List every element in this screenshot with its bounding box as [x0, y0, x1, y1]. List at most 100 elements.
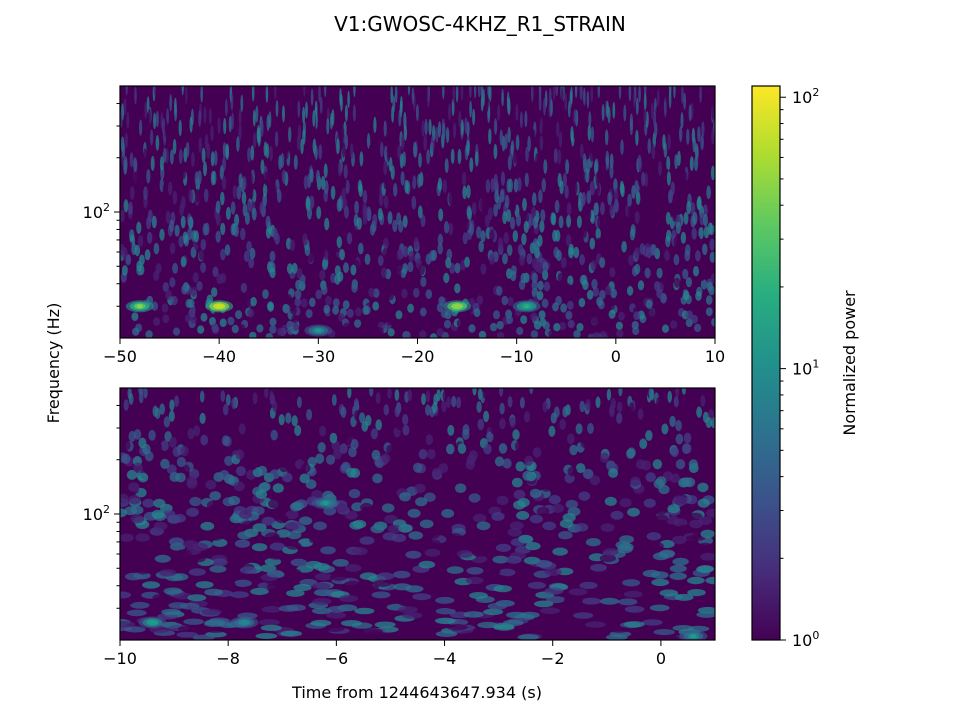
noise-tile [509, 521, 524, 531]
colorbar-tick-label: 100 [792, 629, 819, 650]
noise-tile [253, 144, 258, 161]
noise-tile [398, 220, 404, 233]
noise-tile [258, 450, 268, 461]
noise-tile [387, 524, 402, 534]
noise-tile [425, 539, 441, 548]
noise-tile [695, 250, 701, 262]
noise-tile [278, 605, 299, 612]
noise-tile [203, 106, 207, 124]
noise-tile [476, 401, 482, 413]
noise-tile [354, 200, 359, 214]
noise-tile [544, 587, 564, 595]
noise-tile [134, 566, 152, 575]
noise-tile [562, 172, 568, 187]
noise-tile [579, 581, 598, 590]
noise-tile [200, 521, 215, 531]
noise-tile [172, 190, 178, 205]
x-tick-label: −10 [500, 347, 534, 366]
noise-tile [250, 145, 255, 161]
noise-tile [599, 257, 606, 269]
noise-tile [543, 98, 546, 116]
noise-tile [392, 219, 398, 233]
noise-tile [332, 305, 339, 315]
noise-tile [443, 319, 452, 329]
noise-tile [187, 298, 195, 309]
noise-tile [185, 141, 190, 158]
noise-tile [681, 388, 686, 396]
noise-tile [248, 185, 254, 200]
noise-tile [637, 280, 645, 291]
noise-tile [408, 169, 414, 184]
noise-tile [499, 189, 505, 203]
noise-tile [625, 89, 628, 107]
noise-tile [367, 329, 375, 338]
noise-tile [694, 323, 702, 333]
noise-tile [516, 213, 521, 227]
noise-tile [656, 438, 665, 449]
noise-tile [362, 203, 368, 216]
noise-tile [456, 396, 462, 409]
noise-tile [219, 165, 224, 180]
noise-tile [685, 277, 693, 288]
noise-tile [570, 169, 576, 184]
noise-tile [604, 496, 617, 506]
noise-tile [309, 535, 324, 545]
noise-tile [540, 209, 546, 223]
noise-tile [435, 596, 455, 604]
noise-tile [651, 578, 670, 587]
noise-tile [585, 621, 606, 628]
noise-tile [188, 189, 193, 203]
noise-tile [507, 528, 522, 537]
noise-tile [520, 272, 527, 284]
noise-tile [330, 185, 336, 200]
noise-tile [506, 178, 511, 193]
noise-tile [169, 242, 176, 255]
noise-tile [415, 104, 419, 122]
noise-tile [212, 538, 228, 547]
noise-tile [539, 220, 545, 233]
noise-tile [303, 86, 306, 97]
noise-tile [192, 634, 215, 640]
noise-tile [679, 126, 683, 142]
noise-tile [582, 279, 589, 291]
noise-tile [489, 635, 512, 640]
noise-tile [578, 491, 591, 501]
noise-tile [153, 521, 168, 531]
noise-tile [340, 94, 343, 112]
noise-tile [130, 505, 144, 515]
noise-tile [291, 415, 298, 427]
colorbar: 100 101 102 Normalized power [751, 85, 859, 650]
noise-tile [620, 183, 625, 198]
noise-tile [565, 499, 578, 509]
noise-tile [700, 279, 708, 290]
noise-tile [386, 146, 391, 162]
noise-tile [165, 210, 171, 224]
noise-tile [407, 261, 414, 273]
noise-tile [491, 512, 505, 521]
noise-tile [298, 253, 305, 265]
noise-tile [180, 196, 186, 210]
noise-tile [647, 308, 655, 318]
noise-tile [230, 93, 234, 111]
colorbar-tick-label: 101 [792, 358, 819, 379]
noise-tile [552, 302, 559, 312]
noise-tile [150, 536, 165, 545]
noise-tile [683, 92, 686, 111]
noise-tile [527, 581, 547, 590]
noise-tile [407, 389, 413, 402]
noise-tile [668, 91, 672, 109]
noise-tile [457, 148, 462, 165]
noise-tile [152, 288, 160, 299]
noise-tile [682, 290, 690, 301]
noise-tile [513, 490, 526, 500]
noise-tile [351, 477, 362, 488]
noise-tile [343, 322, 351, 331]
noise-tile [201, 147, 206, 163]
noise-tile [542, 321, 550, 330]
noise-tile [186, 507, 199, 517]
noise-tile [589, 146, 594, 162]
noise-tile [372, 288, 380, 298]
noise-tile [143, 124, 147, 141]
noise-tile [522, 197, 527, 212]
noise-tile [623, 590, 643, 598]
